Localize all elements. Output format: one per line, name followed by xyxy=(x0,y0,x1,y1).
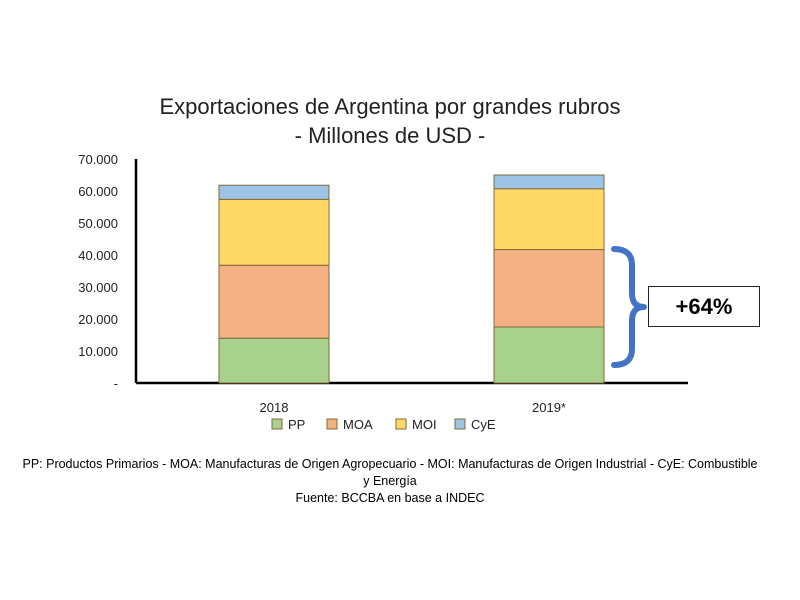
bar-segment-moi xyxy=(493,188,605,251)
y-tick-label: 70.000 xyxy=(78,152,118,167)
bar-segment-moi xyxy=(218,198,330,266)
chart-title-line-1: Exportaciones de Argentina por grandes r… xyxy=(159,94,621,119)
footnote-definitions: PP: Productos Primarios - MOA: Manufactu… xyxy=(22,457,758,488)
bar-segment-pp xyxy=(218,337,330,384)
x-category-label: 2018 xyxy=(260,400,289,415)
chart-title-line-2: - Millones de USD - xyxy=(294,123,486,148)
y-tick-label: 50.000 xyxy=(78,216,118,231)
bar-segment-pp xyxy=(493,326,605,384)
legend-swatch-moa xyxy=(326,418,338,430)
legend-swatch-moi xyxy=(395,418,407,430)
legend-label-pp: PP xyxy=(288,417,305,432)
y-tick-label: 40.000 xyxy=(78,248,118,263)
bar-segment-cye xyxy=(493,174,605,190)
growth-callout: +64% xyxy=(648,286,760,327)
y-tick-label: 60.000 xyxy=(78,184,118,199)
y-tick-label: 10.000 xyxy=(78,344,118,359)
bar-segment-cye xyxy=(218,184,330,200)
legend-label-moi: MOI xyxy=(412,417,437,432)
bar-segment-moa xyxy=(493,249,605,328)
legend-swatch-pp xyxy=(271,418,283,430)
y-tick-label: 30.000 xyxy=(78,280,118,295)
y-tick-label: 20.000 xyxy=(78,312,118,327)
chart-title: Exportaciones de Argentina por grandes r… xyxy=(0,92,780,150)
y-tick-label: - xyxy=(114,376,118,391)
footnote: PP: Productos Primarios - MOA: Manufactu… xyxy=(20,456,760,507)
legend-swatch-cye xyxy=(454,418,466,430)
x-category-label: 2019* xyxy=(532,400,566,415)
growth-brace xyxy=(611,246,647,368)
legend-label-cye: CyE xyxy=(471,417,496,432)
legend-label-moa: MOA xyxy=(343,417,373,432)
footnote-source: Fuente: BCCBA en base a INDEC xyxy=(295,491,485,505)
bar-segment-moa xyxy=(218,264,330,339)
